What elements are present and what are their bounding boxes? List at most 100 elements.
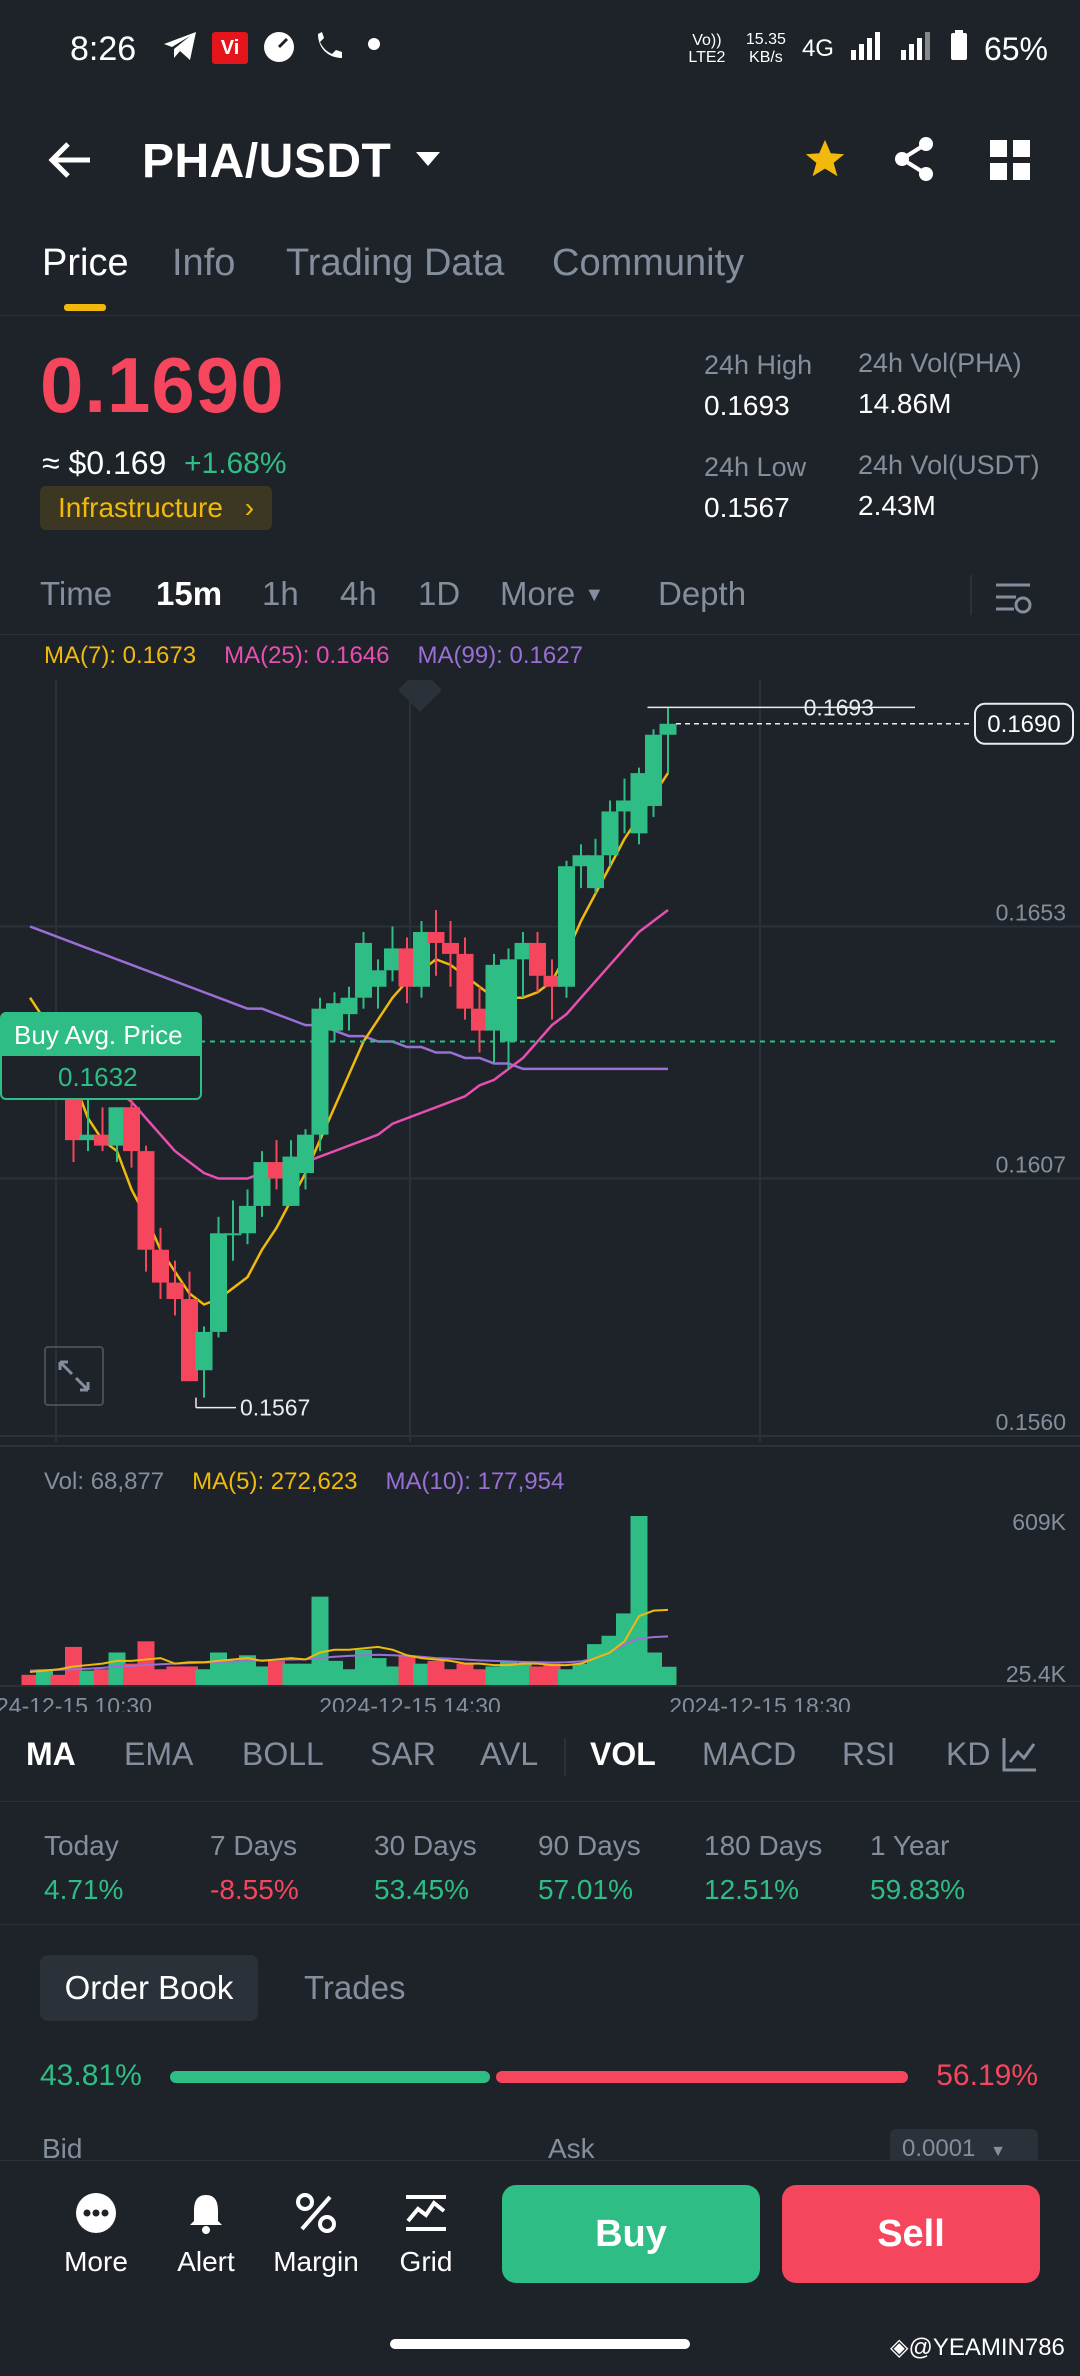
volume-bar [413, 1663, 430, 1686]
home-indicator[interactable] [390, 2339, 690, 2349]
candle-body [558, 866, 575, 987]
candle-body [108, 1107, 126, 1146]
candle-body [659, 723, 677, 735]
candle-body [413, 931, 430, 987]
watermark-icon: ◈ [890, 2334, 909, 2361]
bid-ask-ratio-bar [170, 2071, 908, 2083]
indicator-settings[interactable] [996, 1734, 1080, 1782]
caret-down-icon: ▼ [990, 2143, 1006, 2160]
network-type: 4G [801, 35, 834, 62]
grid-layout-icon[interactable] [990, 140, 1030, 185]
buy-button[interactable]: Buy [502, 2185, 760, 2283]
indicator-macd[interactable]: MACD [702, 1736, 797, 1772]
interval-1h[interactable]: 1h [262, 575, 299, 612]
tab-community[interactable]: Community [552, 242, 745, 284]
candle-body [253, 1162, 271, 1206]
candle-body [166, 1282, 184, 1300]
y-tick-label: 0.1653 [996, 899, 1066, 925]
bid-column-label: Bid [42, 2133, 83, 2164]
volume-bar [166, 1666, 184, 1686]
candle-body [384, 948, 401, 971]
candle-body [239, 1205, 256, 1234]
page-tabs: Price Info Trading Data Community [0, 238, 1080, 316]
last-price-tag-label: 0.1690 [987, 711, 1060, 738]
vol-pha-value: 14.86M [858, 388, 952, 419]
candle-body [543, 975, 561, 987]
candle-body [340, 997, 358, 1015]
interval-more[interactable]: More ▼ [500, 575, 604, 613]
last-price: 0.1690 [40, 341, 285, 429]
fullscreen-button[interactable] [44, 1346, 104, 1406]
grid-trading-icon [406, 2195, 446, 2231]
favorite-star-icon[interactable] [802, 136, 848, 187]
candlestick-chart[interactable]: 0.17000.16530.16070.15600.16930.15670.16… [0, 680, 1080, 1712]
candle-body [369, 970, 387, 987]
volume-bar [239, 1655, 256, 1686]
indicator-kd[interactable]: KD [946, 1736, 991, 1772]
tab-trades[interactable]: Trades [304, 1969, 406, 2006]
interval-time[interactable]: Time [40, 575, 113, 612]
share-icon[interactable] [892, 136, 936, 187]
indicator-vol[interactable]: VOL [590, 1736, 656, 1772]
volume-bar [36, 1669, 53, 1686]
volume-bar [311, 1596, 329, 1686]
indicator-ema[interactable]: EMA [124, 1736, 194, 1772]
tab-trading-data[interactable]: Trading Data [286, 242, 505, 284]
volume-bar [471, 1669, 488, 1686]
low-marker-label: 0.1567 [240, 1395, 310, 1421]
indicator-boll[interactable]: BOLL [242, 1736, 324, 1772]
volume-bar [616, 1613, 633, 1686]
bid-percent: 43.81% [40, 2059, 142, 2092]
volume-bar [195, 1669, 213, 1686]
back-arrow-icon[interactable] [46, 140, 94, 185]
chart-settings-icon[interactable] [994, 579, 1032, 620]
depth-tab[interactable]: Depth [658, 575, 747, 612]
nav-margin[interactable]: Margin [266, 2191, 366, 2278]
tab-order-book[interactable]: Order Book [40, 1955, 258, 2021]
volume-bar [558, 1669, 575, 1686]
volume-bar [326, 1660, 343, 1686]
candle-body [456, 953, 474, 1009]
chevron-down-icon[interactable] [414, 150, 442, 175]
call-forward-icon [312, 30, 346, 72]
battery-level: 65% [983, 30, 1048, 67]
x-tick-label: 24-12-15 10:30 [0, 1693, 152, 1712]
expand-icon [58, 1360, 90, 1392]
y-tick-label: 0.1607 [996, 1152, 1066, 1178]
ma7-label: MA(7): 0.1673 [44, 642, 197, 669]
tab-price[interactable]: Price [42, 242, 129, 284]
interval-4h[interactable]: 4h [340, 575, 377, 612]
chart-labels: 0.17000.16530.16070.15600.16930.15670.16… [0, 694, 1074, 1712]
indicator-rsi[interactable]: RSI [842, 1736, 896, 1772]
sector-tag[interactable]: Infrastructure › [40, 486, 273, 530]
volume-bar [442, 1669, 459, 1686]
perf-label: 7 Days [210, 1830, 298, 1861]
indicator-sar[interactable]: SAR [370, 1736, 436, 1772]
ma-legend: MA(7): 0.1673 MA(25): 0.1646 MA(99): 0.1… [44, 642, 583, 670]
candle-body [355, 942, 372, 998]
volume-bar [268, 1660, 285, 1686]
high-marker-label: 0.1693 [804, 694, 874, 720]
chevron-right-icon: › [244, 492, 255, 523]
candle-body [616, 800, 633, 812]
nav-alert-label: Alert [177, 2246, 235, 2277]
indicator-ma[interactable]: MA [26, 1736, 76, 1772]
nav-more[interactable]: More [46, 2191, 146, 2278]
indicator-avl[interactable]: AVL [480, 1736, 539, 1772]
interval-15m[interactable]: 15m [156, 575, 223, 612]
interval-1d[interactable]: 1D [418, 575, 461, 612]
nav-alert[interactable]: Alert [156, 2191, 256, 2278]
speedometer-icon [262, 30, 296, 72]
volume-bar [485, 1666, 503, 1686]
tab-info[interactable]: Info [172, 242, 236, 284]
pair-title[interactable]: PHA/USDT [142, 135, 392, 188]
perf-value: 59.83% [870, 1874, 965, 1905]
volume-bar [543, 1663, 561, 1686]
perf-label: 90 Days [538, 1830, 641, 1861]
volume-bar [500, 1660, 517, 1686]
vol-usdt-value: 2.43M [858, 490, 936, 521]
volume-bar [253, 1666, 271, 1686]
sell-button[interactable]: Sell [782, 2185, 1040, 2283]
vol-ma10-line [29, 1635, 669, 1672]
nav-grid[interactable]: Grid [376, 2191, 476, 2278]
